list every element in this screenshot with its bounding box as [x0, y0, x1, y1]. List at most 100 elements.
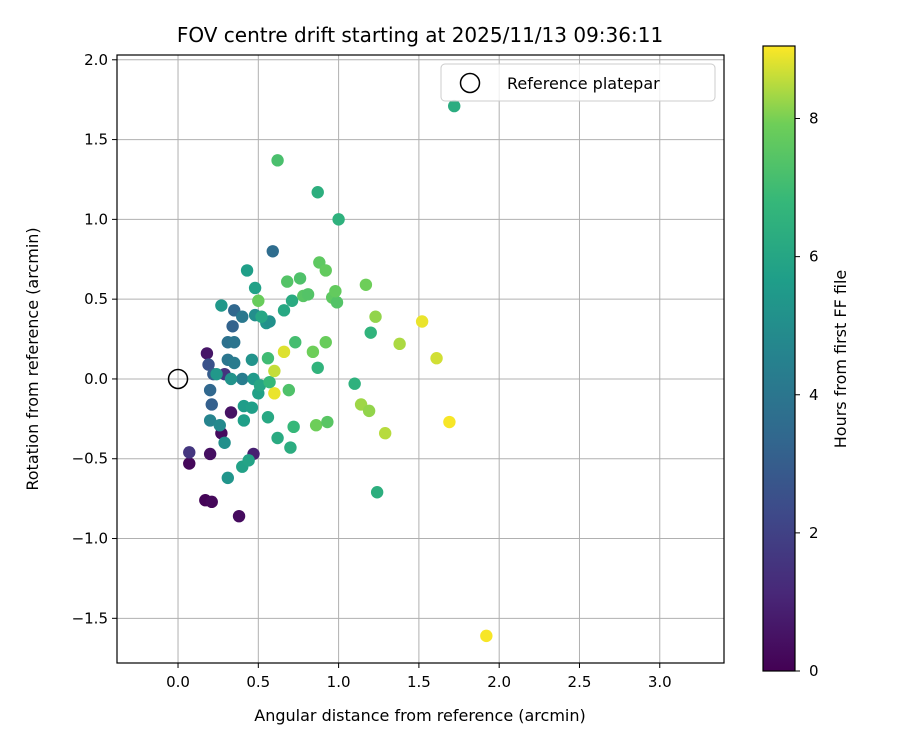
x-axis-ticks: 0.0 0.5 1.0 1.5 2.0 2.5 3.0 [166, 663, 672, 691]
data-point [480, 629, 493, 643]
data-point [228, 356, 241, 370]
data-point [430, 352, 443, 365]
data-point [378, 427, 392, 440]
data-point [236, 310, 249, 323]
data-point [261, 411, 275, 424]
y-tick-label: 0.5 [84, 290, 108, 308]
y-tick-label: 1.5 [84, 131, 108, 149]
data-point [261, 352, 275, 365]
data-point [332, 213, 345, 226]
data-point [221, 471, 235, 485]
colorbar-tick-label: 6 [809, 248, 819, 266]
data-point [281, 275, 294, 288]
data-point [237, 414, 251, 427]
data-point [263, 375, 276, 389]
data-point [248, 281, 262, 295]
data-point [362, 404, 376, 418]
data-point [306, 345, 320, 359]
colorbar-gradient [763, 46, 795, 671]
data-point [348, 377, 361, 390]
data-point [252, 294, 265, 307]
data-point [311, 186, 324, 199]
data-point [268, 387, 281, 400]
data-point [240, 264, 254, 277]
data-point [287, 420, 300, 434]
data-point [285, 294, 299, 307]
colorbar-tick-label: 8 [809, 110, 819, 128]
data-point [203, 383, 217, 397]
data-point [448, 99, 461, 113]
data-point [224, 372, 238, 386]
y-tick-label: −0.5 [72, 450, 108, 468]
data-point [203, 447, 217, 461]
legend-reference-marker-icon [459, 72, 481, 94]
data-point [245, 353, 259, 366]
data-point [218, 436, 231, 449]
data-point [282, 383, 296, 397]
data-point [277, 304, 291, 317]
data-point [205, 495, 218, 509]
y-tick-label: 0.0 [84, 370, 108, 388]
data-point [200, 347, 214, 360]
data-point [329, 284, 342, 298]
data-point [319, 336, 332, 349]
data-point [253, 379, 267, 392]
colorbar: 0 2 4 6 8 Hours from first FF file [762, 45, 850, 680]
data-point [284, 441, 297, 454]
data-point [277, 345, 291, 359]
data-point [226, 320, 239, 333]
data-point [364, 326, 377, 339]
data-point [255, 310, 268, 323]
legend: Reference platepar [440, 63, 716, 102]
colorbar-tick-label: 2 [809, 524, 819, 542]
x-tick-label: 1.5 [407, 673, 431, 691]
y-tick-label: 2.0 [84, 51, 108, 69]
y-tick-label: 1.0 [84, 210, 108, 228]
data-point [215, 299, 228, 312]
data-point [210, 367, 223, 381]
data-point [311, 361, 324, 374]
data-point [301, 288, 315, 301]
x-tick-label: 1.0 [327, 673, 351, 691]
legend-box [440, 63, 716, 102]
colorbar-tick-label: 0 [809, 662, 819, 680]
data-point [236, 372, 249, 386]
data-point [232, 509, 246, 523]
data-point [228, 336, 241, 349]
colorbar-ticks: 0 2 4 6 8 [795, 110, 819, 680]
data-point [293, 272, 307, 285]
data-point [183, 457, 196, 470]
data-point [271, 154, 284, 167]
plot-frame [116, 54, 725, 664]
data-point [242, 454, 255, 467]
colorbar-label: Hours from first FF file [831, 270, 850, 449]
data-point [443, 415, 456, 429]
data-point [202, 358, 215, 371]
data-point [224, 406, 238, 419]
data-point [415, 315, 429, 328]
x-tick-label: 3.0 [648, 673, 672, 691]
data-point [330, 296, 344, 309]
chart-title: FOV centre drift starting at 2025/11/13 … [177, 23, 663, 47]
y-axis-ticks: −1.5 −1.0 −0.5 0.0 0.5 1.0 1.5 2.0 [72, 51, 117, 627]
y-axis-label: Rotation from reference (arcmin) [23, 227, 42, 490]
data-point [183, 446, 196, 459]
data-point [359, 278, 373, 291]
data-point [369, 310, 382, 323]
data-points [183, 99, 493, 643]
x-tick-label: 0.0 [166, 673, 190, 691]
data-point [289, 336, 302, 349]
data-point [393, 337, 406, 351]
x-tick-label: 2.0 [487, 673, 511, 691]
x-tick-label: 2.5 [568, 673, 592, 691]
legend-reference-label: Reference platepar [507, 74, 660, 93]
colorbar-tick-label: 4 [809, 386, 819, 404]
data-point [205, 398, 218, 411]
data-point [203, 414, 217, 427]
data-point [268, 364, 281, 378]
data-point [319, 264, 332, 277]
y-tick-label: −1.5 [72, 609, 108, 627]
data-point [370, 486, 384, 499]
y-tick-label: −1.0 [72, 530, 108, 548]
data-point [213, 419, 226, 432]
